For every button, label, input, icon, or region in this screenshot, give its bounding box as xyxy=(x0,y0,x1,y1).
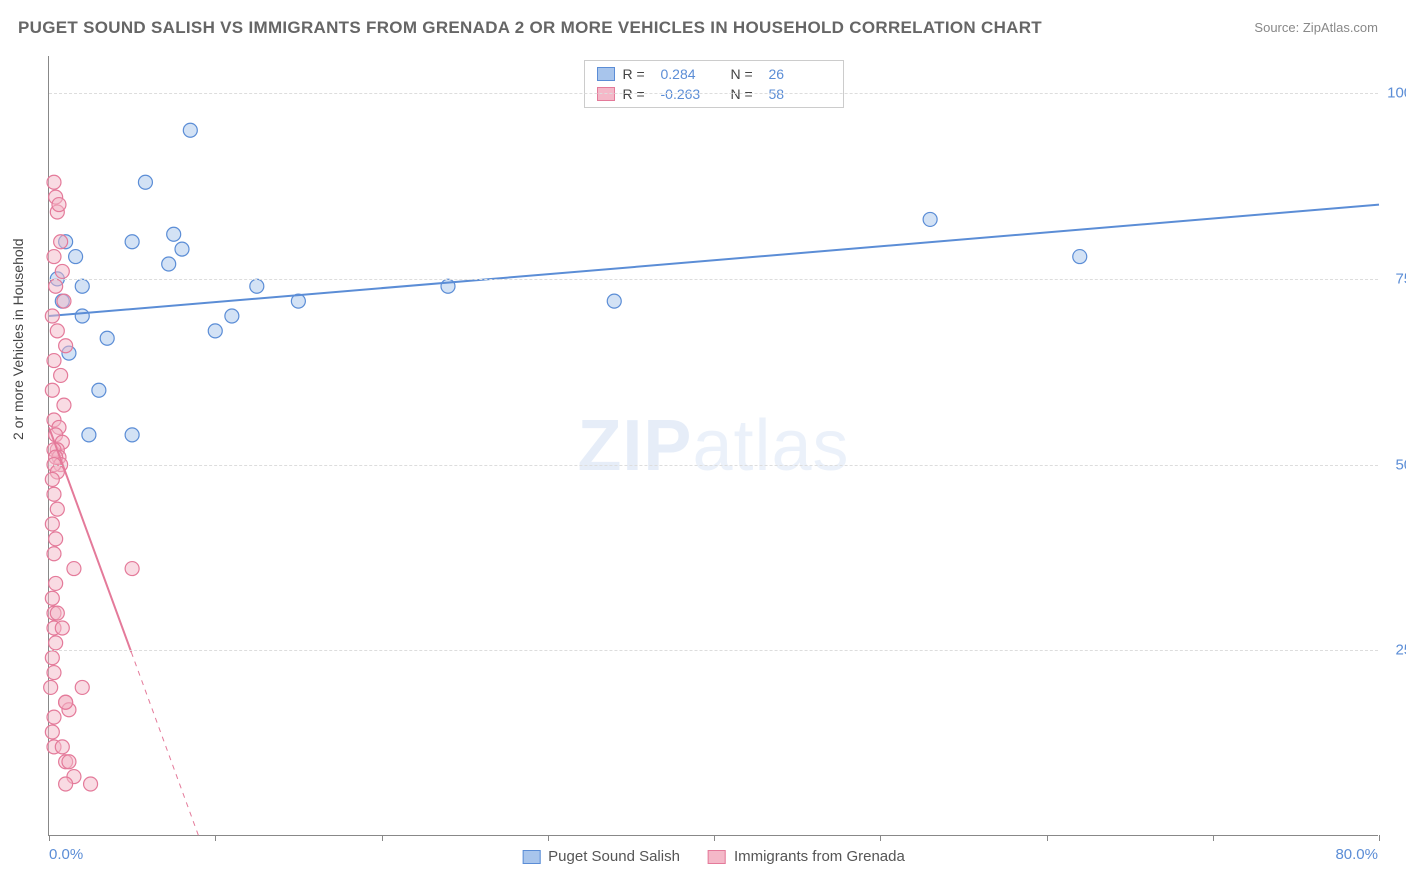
gridline xyxy=(49,279,1378,280)
y-tick-label: 50.0% xyxy=(1395,456,1406,473)
data-point xyxy=(45,725,59,739)
x-tick-mark xyxy=(1213,835,1214,841)
data-point xyxy=(49,532,63,546)
data-point xyxy=(57,294,71,308)
data-point xyxy=(47,666,61,680)
x-tick-mark xyxy=(382,835,383,841)
data-point xyxy=(607,294,621,308)
data-point xyxy=(162,257,176,271)
data-point xyxy=(75,680,89,694)
data-point xyxy=(92,383,106,397)
data-point xyxy=(55,740,69,754)
data-point xyxy=(49,279,63,293)
data-point xyxy=(82,428,96,442)
data-point xyxy=(75,309,89,323)
source-attribution: Source: ZipAtlas.com xyxy=(1254,20,1378,35)
legend-label: Puget Sound Salish xyxy=(548,848,680,865)
data-point xyxy=(54,235,68,249)
legend-swatch xyxy=(708,850,726,864)
trend-line-extrapolated xyxy=(131,652,198,836)
data-point xyxy=(50,502,64,516)
data-point xyxy=(208,324,222,338)
legend-label: Immigrants from Grenada xyxy=(734,848,905,865)
x-axis-max-label: 80.0% xyxy=(1335,846,1378,863)
x-tick-mark xyxy=(880,835,881,841)
y-tick-label: 100.0% xyxy=(1387,85,1406,102)
y-tick-label: 25.0% xyxy=(1395,642,1406,659)
data-point xyxy=(57,398,71,412)
data-point xyxy=(1073,250,1087,264)
legend-swatch xyxy=(522,850,540,864)
source-label: Source: xyxy=(1254,20,1299,35)
trend-line xyxy=(49,205,1379,316)
gridline xyxy=(49,93,1378,94)
data-point xyxy=(45,472,59,486)
y-tick-label: 75.0% xyxy=(1395,270,1406,287)
data-point xyxy=(167,227,181,241)
data-point xyxy=(100,331,114,345)
data-point xyxy=(45,517,59,531)
data-point xyxy=(47,354,61,368)
data-point xyxy=(125,562,139,576)
data-point xyxy=(54,368,68,382)
data-point xyxy=(69,250,83,264)
data-point xyxy=(45,651,59,665)
data-point xyxy=(55,621,69,635)
legend-item: Puget Sound Salish xyxy=(522,848,680,865)
legend-series: Puget Sound Salish Immigrants from Grenad… xyxy=(522,848,905,865)
data-point xyxy=(183,123,197,137)
data-point xyxy=(45,383,59,397)
gridline xyxy=(49,650,1378,651)
chart-title: PUGET SOUND SALISH VS IMMIGRANTS FROM GR… xyxy=(18,18,1042,38)
x-tick-mark xyxy=(49,835,50,841)
x-axis-origin-label: 0.0% xyxy=(49,846,83,863)
data-point xyxy=(62,755,76,769)
x-tick-mark xyxy=(548,835,549,841)
x-tick-mark xyxy=(1047,835,1048,841)
data-point xyxy=(52,198,66,212)
data-point xyxy=(84,777,98,791)
x-tick-mark xyxy=(1379,835,1380,841)
data-point xyxy=(47,175,61,189)
data-point xyxy=(59,695,73,709)
x-tick-mark xyxy=(714,835,715,841)
data-point xyxy=(45,591,59,605)
data-point xyxy=(50,324,64,338)
y-axis-label: 2 or more Vehicles in Household xyxy=(10,238,26,440)
data-point xyxy=(55,264,69,278)
data-point xyxy=(45,309,59,323)
data-point xyxy=(47,547,61,561)
data-point xyxy=(50,606,64,620)
gridline xyxy=(49,465,1378,466)
data-point xyxy=(47,710,61,724)
plot-area: ZIPatlas R =0.284N =26R =-0.263N =58 0.0… xyxy=(48,56,1378,836)
data-point xyxy=(138,175,152,189)
data-point xyxy=(175,242,189,256)
x-tick-mark xyxy=(215,835,216,841)
source-value: ZipAtlas.com xyxy=(1303,20,1378,35)
data-point xyxy=(225,309,239,323)
data-point xyxy=(125,428,139,442)
chart-svg xyxy=(49,56,1378,835)
data-point xyxy=(47,487,61,501)
data-point xyxy=(59,777,73,791)
data-point xyxy=(250,279,264,293)
data-point xyxy=(67,562,81,576)
data-point xyxy=(49,576,63,590)
data-point xyxy=(75,279,89,293)
data-point xyxy=(49,636,63,650)
data-point xyxy=(47,250,61,264)
data-point xyxy=(125,235,139,249)
data-point xyxy=(59,339,73,353)
data-point xyxy=(44,680,58,694)
legend-item: Immigrants from Grenada xyxy=(708,848,905,865)
data-point xyxy=(923,212,937,226)
